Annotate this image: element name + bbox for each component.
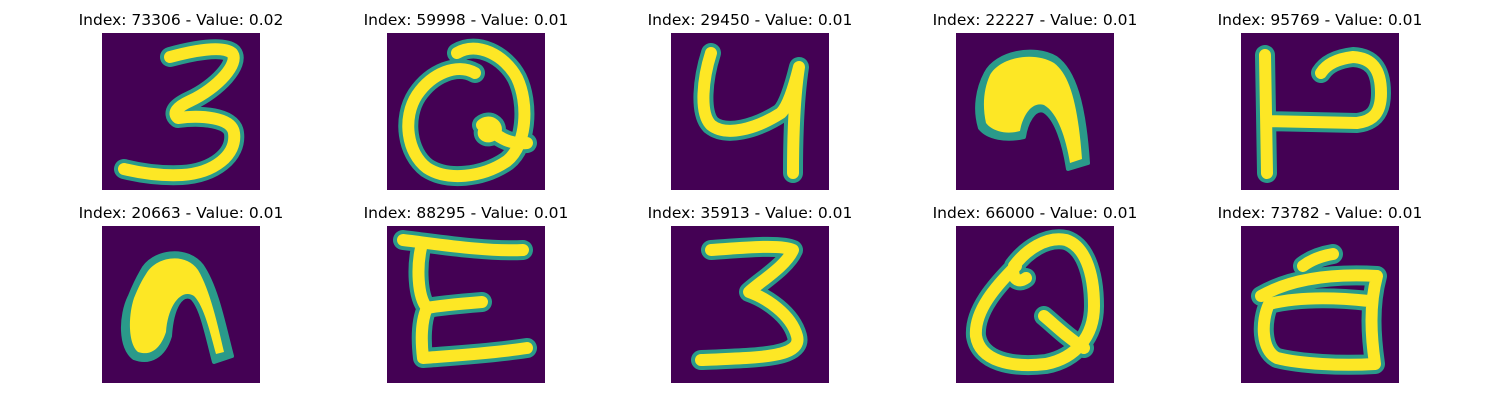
panel-title: Index: 22227 - Value: 0.01 bbox=[932, 11, 1138, 29]
panel-title: Index: 73782 - Value: 0.01 bbox=[1217, 204, 1423, 222]
panel-title: Index: 73306 - Value: 0.02 bbox=[78, 11, 284, 29]
panel-title: Index: 95769 - Value: 0.01 bbox=[1217, 11, 1423, 29]
panel-8: Index: 35913 - Value: 0.01 bbox=[630, 205, 870, 385]
panel-title: Index: 66000 - Value: 0.01 bbox=[932, 204, 1138, 222]
digit-image-y bbox=[671, 33, 829, 190]
panel-4: Index: 22227 - Value: 0.01 bbox=[915, 12, 1155, 192]
digit-image-n bbox=[102, 226, 260, 383]
digit-image-E bbox=[387, 226, 545, 383]
digit-image-Q bbox=[387, 33, 545, 190]
digit-image-H bbox=[1241, 33, 1399, 190]
digit-image-d bbox=[1241, 226, 1399, 383]
panel-2: Index: 59998 - Value: 0.01 bbox=[346, 12, 586, 192]
panel-title: Index: 20663 - Value: 0.01 bbox=[78, 204, 284, 222]
panel-3: Index: 29450 - Value: 0.01 bbox=[630, 12, 870, 192]
panel-title: Index: 88295 - Value: 0.01 bbox=[363, 204, 569, 222]
digit-image-3 bbox=[671, 226, 829, 383]
panel-10: Index: 73782 - Value: 0.01 bbox=[1200, 205, 1440, 385]
panel-title: Index: 59998 - Value: 0.01 bbox=[363, 11, 569, 29]
panel-9: Index: 66000 - Value: 0.01 bbox=[915, 205, 1155, 385]
panel-title: Index: 35913 - Value: 0.01 bbox=[647, 204, 853, 222]
panel-1: Index: 73306 - Value: 0.02 bbox=[61, 12, 301, 192]
panel-6: Index: 20663 - Value: 0.01 bbox=[61, 205, 301, 385]
digit-image-Q bbox=[956, 226, 1114, 383]
panel-7: Index: 88295 - Value: 0.01 bbox=[346, 205, 586, 385]
digit-image-3 bbox=[102, 33, 260, 190]
panel-5: Index: 95769 - Value: 0.01 bbox=[1200, 12, 1440, 192]
digit-image-n bbox=[956, 33, 1114, 190]
panel-title: Index: 29450 - Value: 0.01 bbox=[647, 11, 853, 29]
